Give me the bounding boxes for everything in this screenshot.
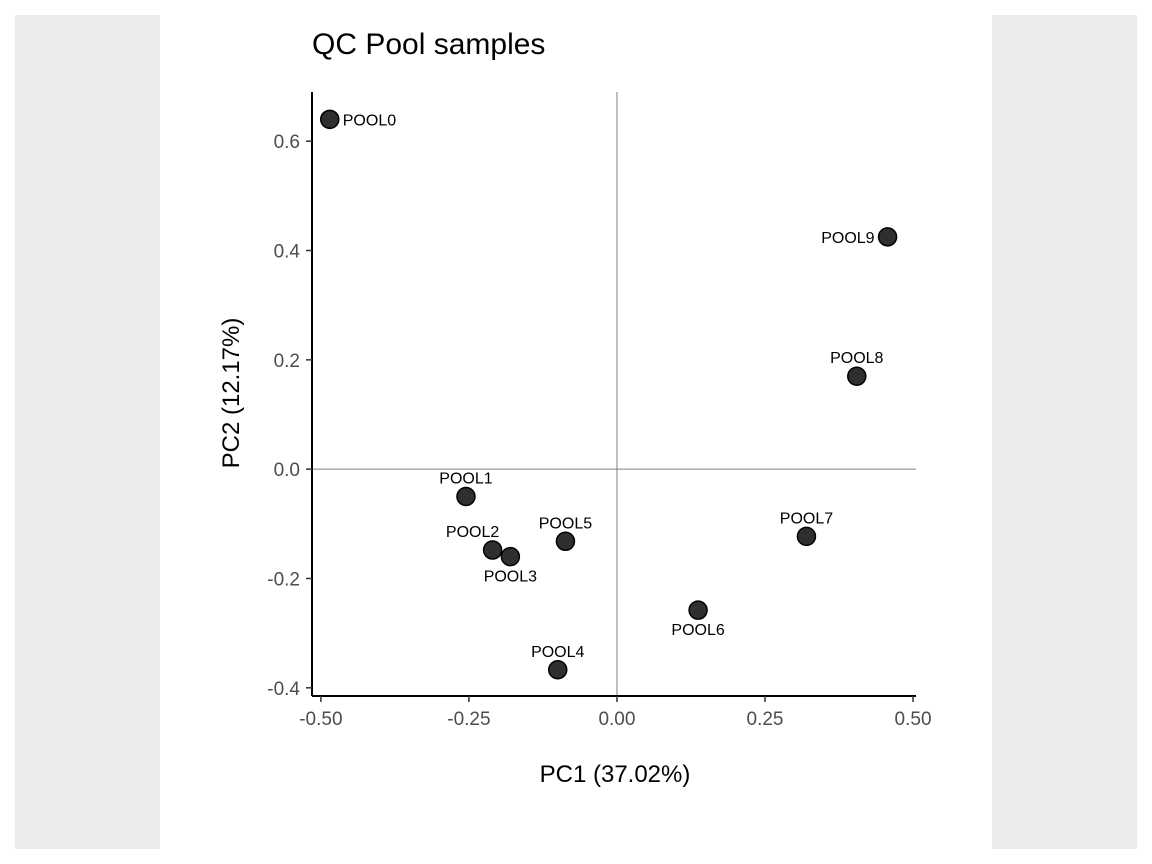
data-point xyxy=(688,600,708,620)
data-point xyxy=(320,109,340,130)
y-axis-ticks: -0.4 -0.2 0.0 0.2 0.4 0.6 xyxy=(267,132,312,700)
point-label: POOL0 xyxy=(343,112,396,129)
x-tick-label: 0.00 xyxy=(598,709,635,730)
scatter-chart: QC Pool samples -0.50 -0.25 0.00 0.25 0.50 -… xyxy=(218,28,932,788)
chart-title: QC Pool samples xyxy=(312,28,545,61)
reference-lines xyxy=(312,92,916,696)
x-tick-label: 0.50 xyxy=(895,709,932,730)
point-label: POOL1 xyxy=(439,470,492,487)
point-label: POOL9 xyxy=(821,230,874,247)
data-point xyxy=(847,366,867,386)
chart-panel: QC Pool samples -0.50 -0.25 0.00 0.25 0.50 -… xyxy=(160,15,992,849)
data-point xyxy=(796,526,817,547)
x-tick-label: -0.25 xyxy=(447,709,490,730)
y-tick-label: -0.2 xyxy=(267,569,300,590)
x-axis-ticks: -0.50 -0.25 0.00 0.25 0.50 xyxy=(299,696,932,730)
x-axis-title: PC1 (37.02%) xyxy=(540,761,691,788)
y-tick-label: 0.0 xyxy=(274,460,300,481)
point-label: POOL8 xyxy=(830,350,883,367)
point-label: POOL2 xyxy=(446,524,499,541)
y-tick-label: 0.4 xyxy=(274,242,301,263)
point-label: POOL4 xyxy=(531,644,584,661)
x-tick-label: 0.25 xyxy=(747,709,784,730)
data-point xyxy=(877,227,898,247)
y-tick-label: 0.2 xyxy=(274,351,300,372)
plot-background: QC Pool samples -0.50 -0.25 0.00 0.25 0.50 -… xyxy=(15,15,1137,849)
point-label: POOL7 xyxy=(780,510,833,527)
data-points xyxy=(320,109,898,680)
x-tick-label: -0.50 xyxy=(299,709,342,730)
data-point xyxy=(547,660,568,680)
point-labels: POOL0 POOL1 POOL2 POOL3 POOL4 POOL5 POOL6 POOL7… xyxy=(343,112,884,660)
point-label: POOL6 xyxy=(671,622,724,639)
y-tick-label: 0.6 xyxy=(274,132,300,153)
data-point xyxy=(555,531,576,552)
y-axis-title: PC2 (12.17%) xyxy=(218,318,245,469)
y-tick-label: -0.4 xyxy=(267,679,300,700)
point-label: POOL5 xyxy=(539,515,592,532)
data-point xyxy=(500,546,521,567)
data-point xyxy=(456,486,476,507)
axes xyxy=(311,92,916,697)
point-label: POOL3 xyxy=(484,569,537,586)
data-point xyxy=(482,540,503,560)
